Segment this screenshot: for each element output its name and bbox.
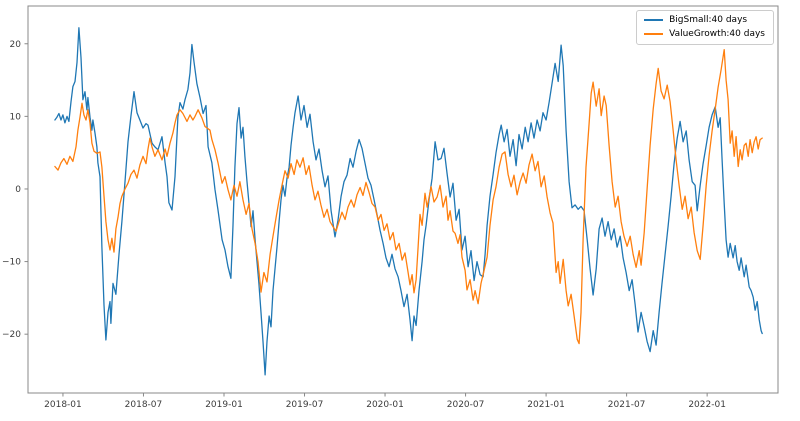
y-tick-label: 10 <box>10 112 22 122</box>
y-tick-label: 20 <box>10 40 22 50</box>
x-tick-label: 2020-07 <box>447 400 485 410</box>
axes-box <box>27 5 779 394</box>
series-line-bigsmall <box>54 27 763 376</box>
x-tick-label: 2018-01 <box>44 400 82 410</box>
y-tick-label: 0 <box>15 185 21 195</box>
x-tick-label: 2020-01 <box>366 400 404 410</box>
legend-label-valuegrowth: ValueGrowth:40 days <box>669 29 765 39</box>
y-tick-label: −20 <box>2 330 21 340</box>
x-tick-label: 2018-07 <box>125 400 163 410</box>
x-tick-label: 2019-07 <box>286 400 324 410</box>
y-tick-label: −10 <box>2 258 21 268</box>
legend-entry-bigsmall: BigSmall:40 days <box>644 14 765 26</box>
x-tick-label: 2021-07 <box>608 400 646 410</box>
x-tick-label: 2022-01 <box>688 400 726 410</box>
legend: BigSmall:40 days ValueGrowth:40 days <box>636 10 774 45</box>
x-tick-label: 2019-01 <box>205 400 243 410</box>
x-tick-label: 2021-01 <box>527 400 565 410</box>
valuegrowth-line-swatch <box>644 33 664 35</box>
legend-entry-valuegrowth: ValueGrowth:40 days <box>644 28 765 40</box>
legend-label-bigsmall: BigSmall:40 days <box>669 15 748 25</box>
bigsmall-line-swatch <box>644 19 664 21</box>
series-line-valuegrowth <box>54 48 763 345</box>
